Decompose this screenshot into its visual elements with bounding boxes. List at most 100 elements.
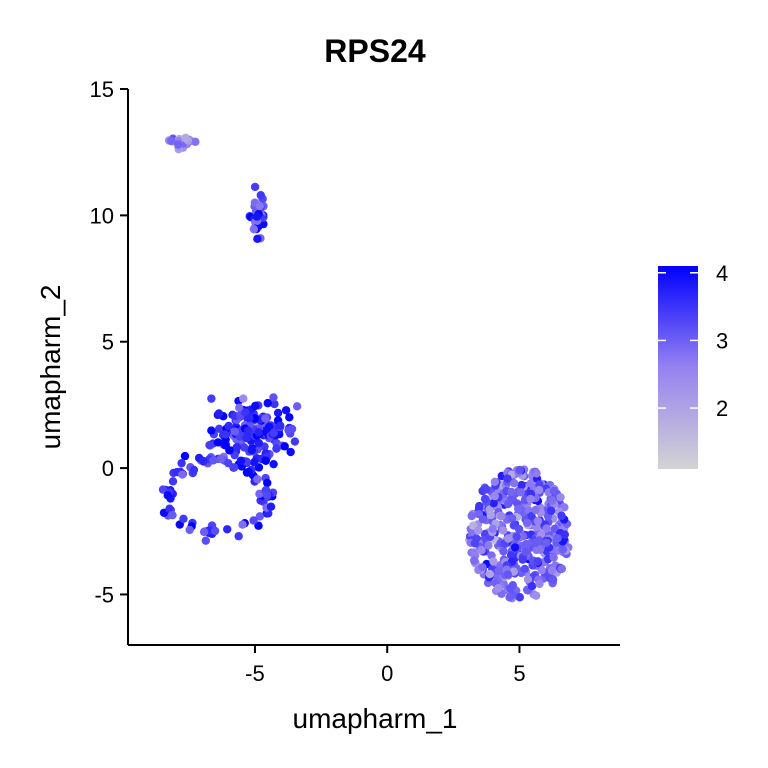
- data-point: [560, 530, 570, 539]
- data-point: [168, 511, 177, 520]
- data-point: [489, 499, 498, 508]
- data-point: [286, 447, 295, 457]
- data-point: [242, 433, 251, 443]
- data-point: [249, 224, 259, 234]
- data-point: [546, 506, 556, 515]
- data-point: [478, 563, 487, 572]
- data-point: [254, 521, 263, 530]
- data-point: [557, 564, 567, 573]
- data-point: [163, 491, 172, 500]
- data-point: [486, 510, 495, 520]
- data-point: [534, 536, 544, 545]
- y-axis-ticks: -5 0 5 10 15: [90, 77, 128, 607]
- data-point: [269, 428, 278, 438]
- data-point: [261, 414, 270, 423]
- data-point: [256, 191, 266, 200]
- data-point: [542, 538, 551, 547]
- y-tick-label: 10: [90, 203, 114, 228]
- data-point: [210, 526, 220, 536]
- data-point: [199, 456, 208, 466]
- data-point: [181, 133, 190, 143]
- data-point: [207, 426, 216, 435]
- data-point: [478, 515, 488, 524]
- data-point: [165, 504, 174, 513]
- data-point: [191, 137, 200, 147]
- data-point: [503, 570, 512, 579]
- data-point: [499, 526, 508, 535]
- data-point: [510, 543, 520, 552]
- data-point: [199, 527, 209, 537]
- data-point: [225, 446, 234, 455]
- data-point: [532, 469, 541, 478]
- data-point: [474, 526, 483, 535]
- data-point: [518, 555, 527, 564]
- data-point: [223, 525, 232, 534]
- data-point: [469, 556, 479, 565]
- data-point: [522, 518, 532, 528]
- data-point: [230, 463, 239, 472]
- x-axis-ticks: -5 0 5: [245, 645, 526, 686]
- data-point: [470, 539, 480, 548]
- data-point: [516, 488, 525, 497]
- data-point: [252, 212, 262, 221]
- data-point: [214, 409, 224, 418]
- data-point: [523, 575, 533, 584]
- data-point: [253, 234, 262, 244]
- data-point: [250, 458, 259, 467]
- y-tick-label: 5: [102, 330, 114, 355]
- data-point: [168, 477, 178, 486]
- y-tick-label: -5: [94, 582, 114, 607]
- data-point: [512, 532, 521, 541]
- data-point: [533, 516, 543, 526]
- data-point: [205, 440, 214, 450]
- x-tick-label: -5: [245, 661, 265, 686]
- data-point: [234, 532, 243, 541]
- data-point: [506, 583, 515, 593]
- data-point: [285, 413, 294, 422]
- data-point: [533, 557, 542, 566]
- data-point: [527, 582, 537, 591]
- data-point: [262, 491, 272, 500]
- data-point: [232, 442, 242, 452]
- data-point: [270, 399, 279, 409]
- chart-title: RPS24: [324, 33, 426, 69]
- data-point: [178, 470, 187, 479]
- data-point: [557, 511, 566, 520]
- data-point: [221, 430, 230, 439]
- data-point: [531, 591, 541, 600]
- data-point: [548, 575, 558, 584]
- data-point: [542, 524, 551, 533]
- data-point: [509, 478, 519, 488]
- data-point: [209, 456, 218, 465]
- data-point: [207, 394, 216, 403]
- data-point: [485, 569, 495, 579]
- data-point: [263, 478, 272, 488]
- data-point: [535, 579, 544, 589]
- data-point: [292, 402, 302, 411]
- y-tick-label: 15: [90, 77, 114, 102]
- data-point: [488, 524, 497, 534]
- color-legend-bar: [658, 266, 698, 469]
- legend-tick-label: 3: [716, 328, 728, 353]
- data-point: [167, 136, 176, 146]
- data-point: [514, 524, 524, 534]
- data-point: [490, 491, 500, 501]
- data-point: [553, 534, 562, 543]
- data-point: [238, 520, 247, 529]
- data-point: [517, 480, 526, 490]
- data-point: [263, 398, 272, 408]
- data-point: [216, 454, 225, 464]
- data-point: [556, 493, 565, 502]
- data-point: [249, 516, 258, 525]
- data-point: [264, 422, 274, 432]
- data-point: [521, 547, 530, 556]
- data-point: [189, 465, 199, 475]
- data-point: [547, 496, 557, 505]
- data-point: [251, 401, 260, 411]
- data-point: [243, 426, 253, 435]
- data-point: [507, 487, 516, 497]
- data-point: [250, 182, 260, 192]
- data-point: [490, 477, 500, 487]
- data-points: [158, 133, 573, 603]
- data-point: [276, 421, 285, 430]
